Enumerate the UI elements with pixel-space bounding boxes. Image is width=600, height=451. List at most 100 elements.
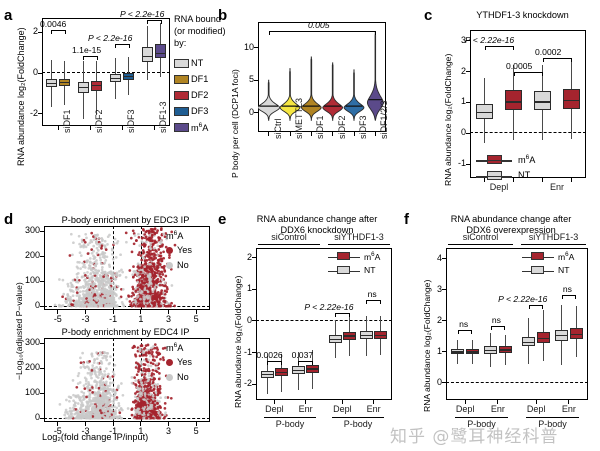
panel-c-legend-label: NT [518,170,531,181]
panel-b-sig-label: 0.005 [308,20,330,30]
panel-a-zero-line [42,72,170,74]
panel-a-sig-bracket [82,56,98,60]
panel-d-xtick [112,310,114,314]
panel-c-ytick [466,132,470,134]
panel-f-plot-frame [446,248,588,400]
panel-a-sig-label: 0.0046 [40,19,67,29]
panel-c-xtick [542,178,543,182]
panel-b-xtick [268,132,270,136]
panel-e-title-1: RNA abundance change after [256,214,378,224]
panel-e-group-label: P-body [343,419,373,429]
panel-c-zero-line [470,132,586,134]
panel-f-box [555,329,569,341]
panel-c-ylabel: RNA abundance log₂(FoldChange) [443,53,453,186]
panel-d-legend-dot [166,359,173,366]
panel-label-d: d [4,211,14,228]
panel-e-ytick-label: 1 [246,283,252,294]
panel-f-xtick [464,400,466,404]
panel-a-xtick [89,126,91,130]
panel-a-ylabel: RNA abundance log₂(FoldChange) [16,27,26,166]
panel-f-box [498,346,512,353]
panel-d-xtick [168,422,169,426]
panel-b-ytick-label: 10 [243,41,254,52]
panel-b-violins [258,31,384,121]
panel-f-box [536,332,550,343]
panel-c-xtick-label: Depl [489,182,509,192]
panel-a-legend-swatch [174,123,189,132]
panel-f-box [484,346,498,354]
panel-e-median [374,334,388,337]
panel-b-xtick-label: siDF1/2/3 [379,100,390,139]
panel-f-legend-label: m6A [558,251,575,262]
panel-e-xtick-label: Enr [298,404,313,414]
panel-d-ytick-label: 200 [24,250,40,261]
panel-e-median [275,371,289,373]
panel-a-legend-swatch [174,107,189,116]
panel-e-ytick-label: -1 [243,346,252,357]
panel-d-ytick [40,392,44,394]
panel-label-a: a [4,7,13,24]
panel-f-ylabel: RNA abundance log₂(FoldChange) [422,279,432,412]
panel-c-ytick [466,71,470,73]
panel-d-xtick-label: -1 [109,314,118,324]
panel-f-median [465,351,479,353]
panel-d-vline [113,226,115,310]
panel-d-xtick-label: 1 [138,314,144,324]
panel-f-xtick-label: Depl [455,404,475,414]
panel-a-legend-swatch [174,91,189,100]
panel-e-sig-label: P < 2.22e-16 [304,302,354,313]
panel-f-sig-label: P < 2.22e-16 [498,294,548,305]
panel-a-legend-label: DF2 [191,90,209,100]
panel-d-legend-title: m6A [166,342,184,354]
panel-a-sig-bracket [146,20,162,24]
panel-d-xtick-label: -5 [53,426,62,436]
panel-d-legend-label: Yes [177,245,192,255]
panel-label-f: f [404,211,409,228]
panel-d-xtick [85,310,86,314]
panel-f-xtick [497,400,499,404]
panel-d-legend-dot [166,374,173,381]
panel-e-sig-bracket [366,299,381,304]
panel-f-group-label: P-body [467,419,496,429]
panel-e-ytick [252,352,256,353]
panel-a-sig-label: P < 2.2e-16 [120,9,165,19]
panel-a-xtick-label: siDF1-3 [158,101,168,133]
panel-b-xtick-label: siDF2 [336,115,347,139]
panel-e-median [343,335,357,337]
panel-f-group-underline [454,417,509,418]
panel-e-sig-bracket [335,313,350,318]
panel-f-group-underline [525,417,580,418]
panel-a-ytick [38,113,42,115]
panel-f-xtick [568,400,570,404]
panel-f-sig-bracket [457,329,473,334]
panel-a-legend-swatch [174,75,189,84]
panel-a-xtick [153,126,155,130]
panel-d-ytick-label: 0 [34,412,40,423]
panel-c-legend-mid [487,175,502,178]
panel-d-xtick-label: 3 [165,314,171,324]
panel-b-ytick-label: 0 [248,106,254,117]
panel-f-median [451,351,465,353]
panel-d-legend-title: m6A [166,230,184,242]
panel-b-xtick [332,132,334,136]
panel-d-xtick-label: -3 [81,314,90,324]
panel-b-ytick-label: 5 [248,74,254,85]
panel-f-ytick-label: 2 [436,314,442,325]
panel-a-legend-title-1: RNA bound [174,14,221,24]
panel-d-scatter [53,227,180,308]
panel-b-xtick-label: siDF3 [358,115,368,139]
panel-a-ytick-label: -2 [29,107,38,118]
panel-c-xtick [571,178,572,182]
panel-a-sig-label: 1.1e-15 [72,45,102,55]
panel-a-median [155,53,166,55]
panel-c-title: YTHDF1-3 knockdown [476,10,569,20]
panel-d-ytick-label: 0 [34,300,40,311]
panel-a-legend-swatch [174,59,189,68]
panel-d-ytick [40,230,44,232]
panel-e-sig-bracket [298,361,313,366]
panel-d-ylabel: −Log₁₀(adjusted P−value) [14,282,24,380]
panel-a-sig-bracket [50,30,66,34]
panel-a-median [46,82,57,84]
panel-d-xtick-label: 5 [193,426,199,436]
panel-b-ytick [254,47,258,49]
